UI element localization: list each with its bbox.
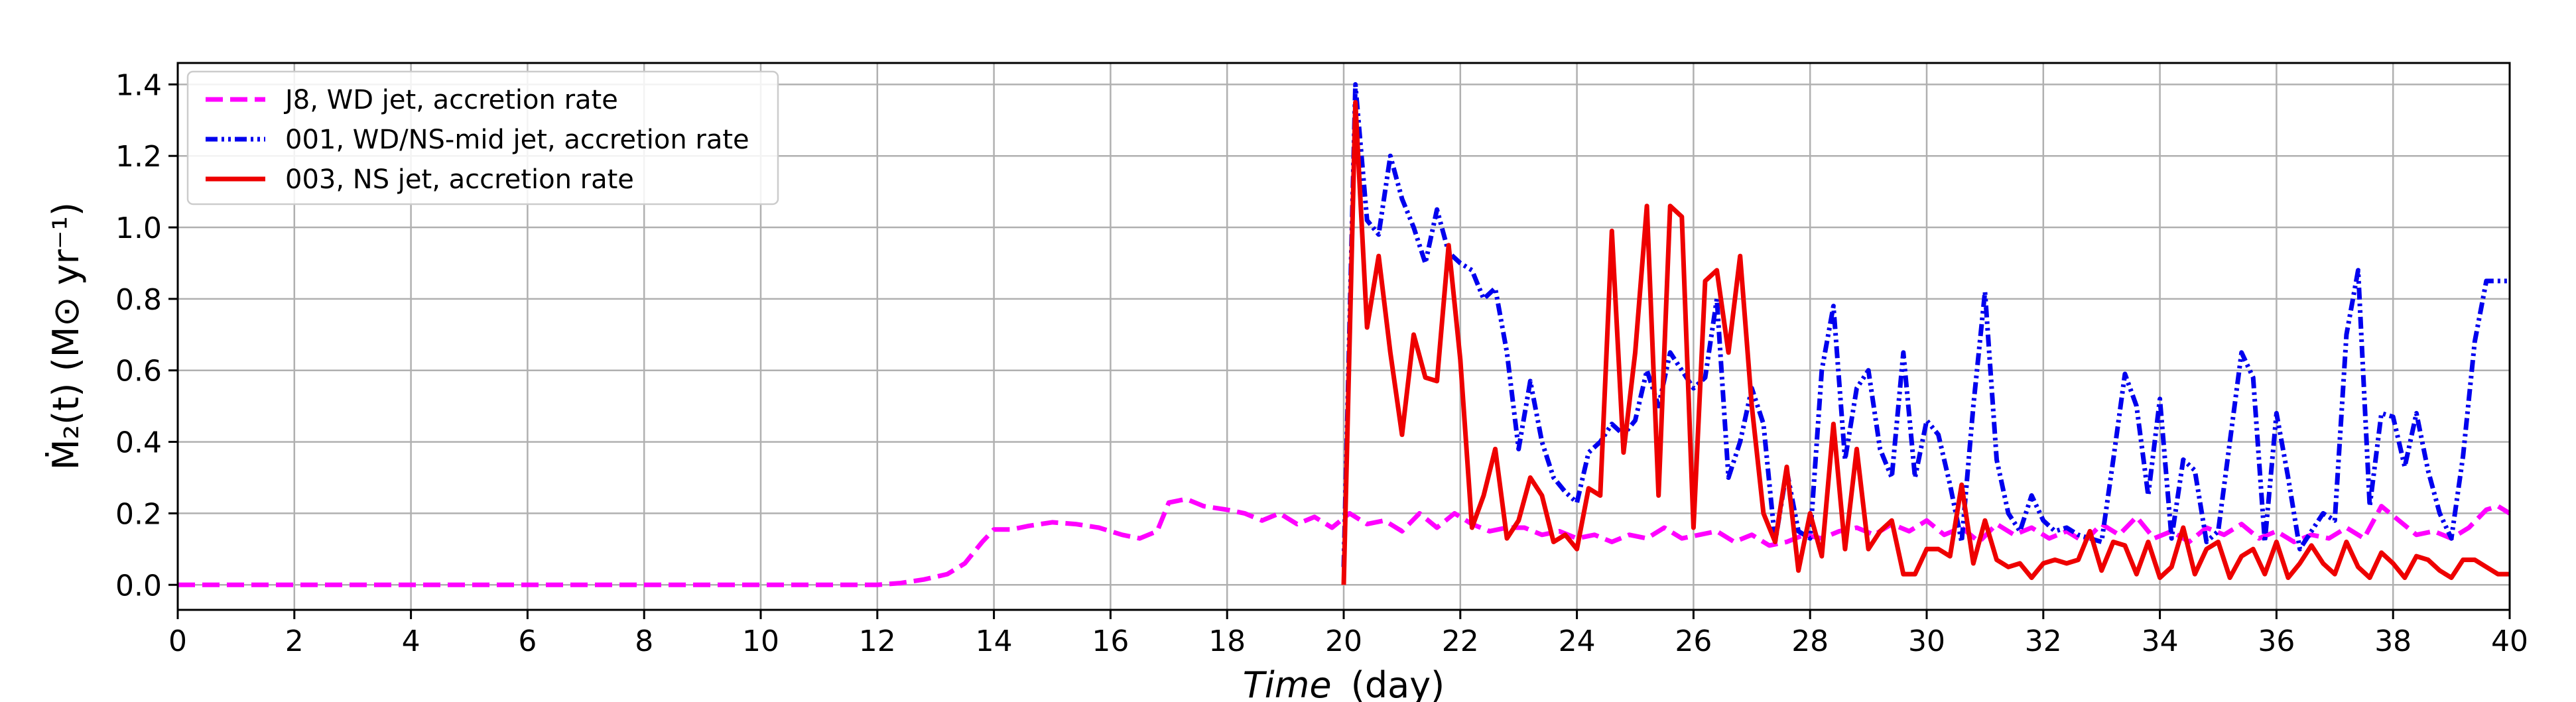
y-tick-label: 0.0 — [115, 569, 162, 603]
x-axis-title-main: Time — [1243, 664, 1332, 702]
x-tick-label: 12 — [859, 624, 896, 658]
y-tick-label: 0.2 — [115, 497, 162, 531]
legend: J8, WD jet, accretion rate 001, WD/NS-mi… — [186, 70, 779, 205]
x-tick-label: 38 — [2374, 624, 2412, 658]
plot-content — [178, 82, 2511, 587]
x-tick-label: 22 — [1442, 624, 1479, 658]
x-tick-label: 14 — [976, 624, 1013, 658]
x-axis-title: Time (day) — [1243, 664, 1445, 702]
x-tick-label: 0 — [168, 624, 187, 658]
x-tick-label: 2 — [285, 624, 304, 658]
legend-label-j8: J8, WD jet, accretion rate — [283, 85, 618, 115]
x-tick-label: 8 — [635, 624, 653, 658]
series-line-j8-wd-jet-accretion-rate — [178, 497, 2511, 587]
y-axis-title: Ṁ₂(t) (M⊙ yr⁻¹) — [45, 202, 87, 470]
x-tick-label: 18 — [1208, 624, 1246, 658]
y-tick-label: 0.4 — [115, 426, 162, 460]
y-tick-label: 1.2 — [115, 140, 162, 174]
y-tick-label: 1.0 — [115, 211, 162, 245]
x-axis-title-unit: (day) — [1351, 664, 1445, 702]
x-tick-label: 28 — [1791, 624, 1829, 658]
y-tick-label: 1.4 — [115, 68, 162, 102]
y-tick-label: 0.8 — [115, 283, 162, 317]
y-axis: 0.0 0.2 0.4 0.6 0.8 1.0 1.2 1.4 — [115, 68, 178, 603]
series-line-001-wd-ns-mid-jet-accretion-rate — [1341, 82, 2510, 567]
x-tick-label: 4 — [402, 624, 420, 658]
x-tick-label: 40 — [2491, 624, 2528, 658]
x-tick-label: 32 — [2025, 624, 2062, 658]
x-tick-label: 30 — [1908, 624, 1945, 658]
x-tick-label: 24 — [1559, 624, 1596, 658]
y-tick-label: 0.6 — [115, 355, 162, 388]
x-tick-label: 16 — [1092, 624, 1129, 658]
x-tick-label: 10 — [742, 624, 779, 658]
x-tick-label: 34 — [2142, 624, 2179, 658]
x-tick-label: 6 — [518, 624, 537, 658]
x-axis: 0 2 4 6 8 10 12 14 16 18 20 22 24 26 28 30 32 34 36 38 40 — [168, 610, 2528, 658]
series-line-003-ns-jet-accretion-rate — [1341, 99, 2510, 585]
x-tick-label: 26 — [1675, 624, 1712, 658]
legend-label-003: 003, NS jet, accretion rate — [285, 164, 634, 195]
x-tick-label: 36 — [2258, 624, 2295, 658]
legend-box — [186, 70, 779, 205]
x-tick-label: 20 — [1325, 624, 1362, 658]
legend-label-001: 001, WD/NS-mid jet, accretion rate — [285, 125, 749, 155]
